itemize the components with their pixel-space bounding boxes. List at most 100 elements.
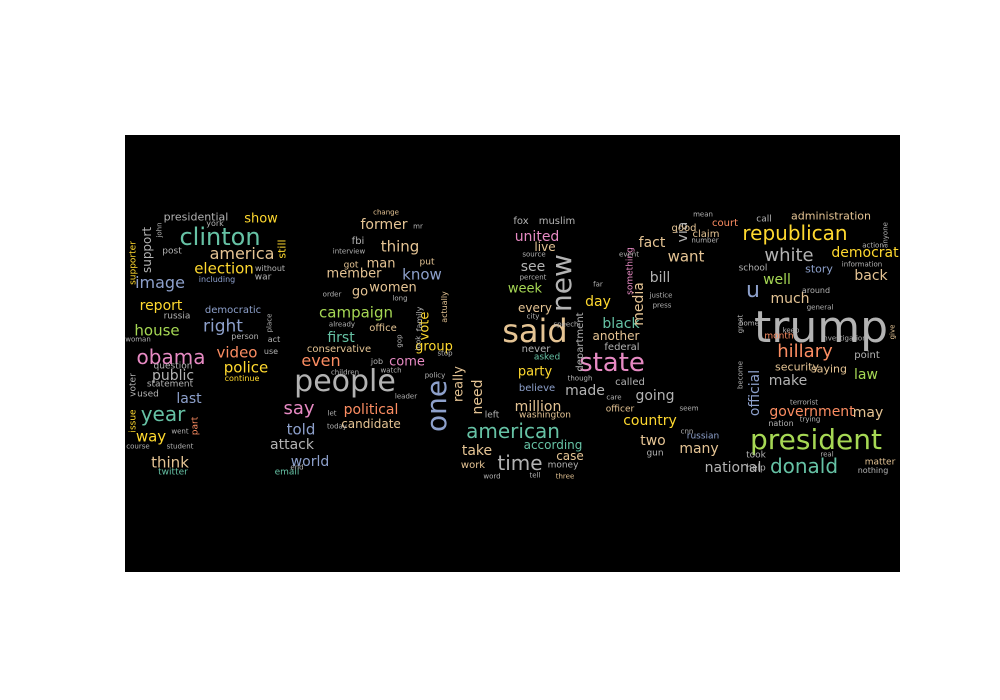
- word-women: women: [369, 280, 417, 296]
- word-conservative: conservative: [306, 344, 372, 355]
- word-election: election: [194, 259, 254, 278]
- word-supporter: supporter: [128, 241, 139, 285]
- word-come: come: [389, 354, 425, 370]
- word-today: today: [327, 422, 347, 431]
- word-saying: saying: [811, 362, 847, 376]
- word-say: say: [283, 398, 315, 419]
- word-make: make: [768, 373, 808, 389]
- word-already: already: [328, 320, 356, 329]
- word-used: used: [137, 389, 159, 400]
- word-think: think: [151, 453, 189, 472]
- word-nation: nation: [768, 419, 794, 428]
- word-issue: issue: [128, 409, 139, 433]
- word-state: state: [579, 348, 645, 378]
- word-got: got: [343, 260, 359, 271]
- word-report: report: [139, 298, 183, 314]
- word-change: change: [373, 208, 399, 217]
- word-back: back: [854, 268, 888, 284]
- word-candidate: candidate: [341, 417, 401, 431]
- word-matter: matter: [864, 457, 896, 468]
- word-every: every: [518, 301, 552, 315]
- word-video: video: [216, 343, 258, 362]
- word-two: two: [640, 433, 666, 449]
- word-donald: donald: [769, 454, 839, 478]
- word-john: john: [155, 222, 164, 238]
- word-people: people: [294, 364, 396, 399]
- word-stop: stop: [437, 349, 453, 358]
- word-black: black: [602, 316, 640, 332]
- word-see: see: [520, 259, 546, 275]
- word-tell: tell: [529, 471, 541, 480]
- word-national: national: [704, 460, 762, 476]
- word-washington: washington: [519, 410, 571, 421]
- word-according: according: [523, 438, 583, 452]
- word-without: without: [254, 264, 286, 273]
- word-court: court: [712, 218, 738, 229]
- word-million: million: [514, 399, 562, 415]
- word-city: city: [526, 312, 540, 321]
- word-police: police: [223, 358, 269, 377]
- word-point: point: [854, 350, 880, 361]
- word-percent: percent: [519, 273, 547, 282]
- word-three: three: [555, 472, 575, 481]
- word-muslim: muslim: [538, 216, 576, 227]
- word-called: called: [615, 377, 645, 388]
- word-real: real: [820, 450, 834, 459]
- word-went: went: [171, 427, 189, 436]
- word-security: security: [775, 360, 819, 374]
- word-around: around: [801, 286, 831, 295]
- word-told: told: [286, 420, 316, 439]
- word-thing: thing: [380, 237, 420, 256]
- word-keep: keep: [782, 326, 800, 335]
- word-united: united: [514, 229, 560, 245]
- word-law: law: [854, 367, 878, 383]
- word-democratic: democratic: [204, 305, 262, 316]
- word-information: information: [841, 260, 883, 269]
- word-mr: mr: [413, 222, 423, 231]
- word-member: member: [326, 266, 382, 282]
- word-place: place: [265, 313, 274, 333]
- word-go: go: [351, 284, 369, 300]
- word-part: part: [190, 416, 201, 436]
- word-money: money: [547, 460, 579, 471]
- word-campaign: campaign: [319, 303, 393, 322]
- word-russia: russia: [163, 311, 191, 322]
- word-political: political: [343, 402, 399, 418]
- word-call: call: [756, 214, 772, 225]
- word-person: person: [231, 332, 259, 341]
- word-terrorist: terrorist: [789, 398, 819, 407]
- word-officer: officer: [605, 404, 635, 415]
- word-clinton: clinton: [179, 223, 261, 251]
- word-look: look: [414, 335, 423, 351]
- word-government: government: [769, 404, 855, 420]
- word-party: party: [517, 364, 553, 380]
- word-source: source: [522, 250, 546, 259]
- word-gop: gop: [395, 334, 404, 348]
- word-cloud-panel: trump said people president state new one clint…: [125, 135, 900, 572]
- word-u: u: [746, 278, 760, 303]
- word-democrat: democrat: [831, 245, 899, 261]
- word-word: word: [483, 472, 501, 481]
- word-house: house: [134, 321, 180, 340]
- word-york: york: [206, 219, 224, 228]
- word-another: another: [592, 329, 640, 343]
- word-nothing: nothing: [857, 466, 889, 475]
- word-number: number: [691, 236, 719, 245]
- word-general: general: [806, 303, 834, 312]
- word-children: children: [330, 368, 360, 377]
- word-public: public: [151, 368, 195, 384]
- word-great: great: [736, 314, 745, 334]
- word-last: last: [176, 391, 202, 407]
- word-left: left: [484, 410, 500, 421]
- word-bill: bill: [649, 270, 671, 286]
- word-fox: fox: [513, 216, 529, 227]
- word-even: even: [301, 351, 341, 370]
- word-use: use: [263, 347, 279, 356]
- word-student: student: [166, 442, 194, 451]
- word-mean: mean: [693, 210, 713, 219]
- word-support: support: [140, 226, 154, 274]
- word-event: event: [619, 250, 639, 259]
- word-federal: federal: [604, 342, 640, 353]
- word-republican: republican: [742, 221, 848, 245]
- word-right: right: [203, 316, 243, 337]
